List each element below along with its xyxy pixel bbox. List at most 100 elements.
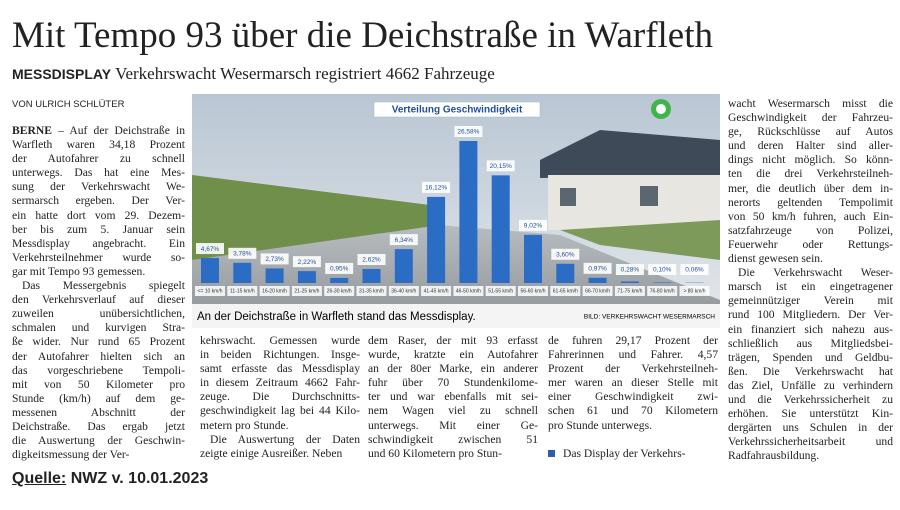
- category-label-box: [227, 286, 258, 296]
- category-label-box: [324, 286, 355, 296]
- window: [560, 188, 576, 206]
- value-label: 6,34%: [395, 237, 414, 244]
- window: [640, 186, 658, 206]
- bar: [459, 141, 478, 283]
- text-line: unterwegs. Mit einer Ge-: [368, 418, 538, 432]
- bar: [524, 234, 542, 283]
- chart-title: Verteilung Geschwindigkeit: [392, 105, 523, 116]
- text-line: fuhr über 70 Stundenkilome-: [368, 376, 538, 390]
- value-label: 0,10%: [653, 267, 672, 274]
- value-label: 2,62%: [362, 257, 381, 264]
- article-column: de fuhren 29,17 Prozent der Fahrerinnen u…: [548, 334, 718, 461]
- category-label-box: [582, 286, 613, 296]
- source-label: Quelle:: [12, 470, 67, 487]
- text-line: Deichstraße. Das ergab jetzt: [12, 419, 185, 433]
- roof: [540, 130, 720, 178]
- value-label-box: [292, 256, 321, 268]
- bar: [362, 269, 381, 283]
- text-line: zeuge. Die Durchschnitts-: [200, 390, 360, 404]
- text-line: wurde, kratzte ein Autofahrer: [368, 348, 538, 362]
- text-line: ein finanziert sich nahezu aus-: [728, 322, 893, 336]
- value-label: 2,22%: [298, 259, 317, 266]
- text-line: schmalen und kurvigen Stra-: [12, 321, 185, 335]
- text-line: der Autofahrer hielten sich an: [12, 349, 185, 363]
- subtitle: Verkehrswacht Wesermarsch registriert 46…: [115, 64, 495, 83]
- category-label-box: [550, 286, 581, 296]
- category-label-box: [453, 286, 484, 296]
- category-label-box: [614, 286, 645, 296]
- category-label-box: [259, 286, 290, 296]
- kicker: MESSDISPLAY: [12, 66, 112, 82]
- category-label-box: [679, 286, 710, 296]
- text-line: Geschwindigkeit der Fahrzeu-: [728, 111, 893, 125]
- text-line: schen 61 und 70 Kilometern: [548, 404, 718, 418]
- category-label: 61-65 km/h: [553, 288, 578, 294]
- bar: [265, 268, 284, 283]
- text-line: und die Verkehrssicherheit zu: [728, 392, 893, 406]
- article-column: dem Raser, der mit 93 erfasst wurde, krat…: [368, 334, 538, 461]
- text-line: de fuhren 29,17 Prozent der: [548, 334, 718, 347]
- text-line: Feuerwehr oder Rettungs-: [728, 237, 893, 251]
- text-line: sermarsch ergeben. Der Ver-: [12, 194, 185, 208]
- teaser-marker: [548, 449, 555, 457]
- value-label-box: [583, 262, 612, 274]
- text-line: ten die drei Verkehrsteilneh-: [728, 167, 893, 181]
- text-line: das vorgeschriebene Tempoli-: [12, 363, 185, 377]
- value-label: 26,58%: [457, 129, 479, 136]
- category-label-box: [195, 286, 225, 296]
- house: [548, 175, 720, 230]
- bar: [491, 175, 510, 283]
- bar: [297, 271, 316, 283]
- value-label: 0,28%: [621, 267, 640, 274]
- text-line: Die Verkehrswacht Weser-: [738, 266, 893, 280]
- headline: Mit Tempo 93 über die Deichstraße in War…: [12, 15, 714, 56]
- text-line: sung der Verkehrswacht We-: [12, 180, 185, 194]
- road: [192, 225, 720, 328]
- text-line: den Verkehrsverlauf auf dieser: [12, 293, 185, 307]
- text-line: in diesem Zeitraum 4662 Fahr-: [200, 376, 360, 390]
- category-label: 51-55 km/h: [488, 288, 513, 294]
- text-line: ßen. Die Verkehrswacht hat: [728, 364, 893, 378]
- bar: [233, 262, 252, 283]
- value-label-box: [551, 248, 580, 260]
- bar: [201, 258, 219, 283]
- logo-center: [656, 104, 666, 114]
- category-label-box: [485, 286, 516, 296]
- category-label: 21-25 km/h: [294, 288, 319, 294]
- text-line: metern pro Stunde.: [200, 418, 289, 432]
- category-label: <= 10 km/h: [197, 288, 222, 294]
- value-label: 0,97%: [588, 266, 607, 273]
- text-line: Fahrerinnen und Fahrer. 4,57: [548, 348, 718, 362]
- text-line: mer waren an dieser Stelle mit: [548, 376, 718, 390]
- value-label: 3,78%: [233, 251, 252, 258]
- text-line: nem Wagen viel zu schnell: [368, 404, 538, 418]
- text-line: gar mit Tempo 93 gemessen.: [12, 264, 146, 278]
- text-line: ein hatte dort vom 29. Dezem-: [12, 208, 185, 222]
- category-label: 26-30 km/h: [327, 288, 352, 294]
- caption: An der Deichstraße in Warfleth stand das…: [197, 311, 476, 323]
- text-line: von 50 km/h fuhren, auch Ein-: [728, 209, 893, 223]
- category-label: 76-80 km/h: [650, 288, 675, 294]
- photo: An der Deichstraße in Warfleth stand das…: [192, 94, 720, 328]
- text-line: die Auswertung der Geschwin-: [12, 434, 185, 448]
- text-line: mit von 50 Kilometer pro: [12, 377, 185, 391]
- text-line: unterwegs. Das hat eine Mes-: [12, 166, 185, 180]
- text-line: erhöhen. Sie unterstützt Kin-: [728, 407, 893, 421]
- text-line: zuweilen unübersichtlichen,: [12, 307, 185, 321]
- value-label-box: [519, 219, 547, 231]
- category-label: 16-20 km/h: [262, 288, 287, 294]
- text-line: satzfahrzeuge von Polizei,: [728, 223, 893, 237]
- category-label-box: [518, 286, 548, 296]
- text-line: dem Raser, der mit 93 erfasst: [368, 334, 538, 347]
- text-line: wacht Wesermarsch misst die: [728, 97, 893, 110]
- article-column: BERNE – Auf der Deichstraße in Warfleth w…: [12, 124, 185, 462]
- text-line: ße wider. Nur rund 65 Prozent: [12, 335, 185, 349]
- category-label: 71-75 km/h: [617, 288, 642, 294]
- text-line: Das Messergebnis spiegelt: [22, 279, 185, 293]
- teaser-text: Das Display der Verkehrs-: [563, 446, 686, 460]
- value-label: 3,60%: [556, 251, 575, 258]
- chart-title-box: [373, 101, 541, 118]
- value-label-box: [454, 126, 483, 137]
- text-line: Warfleth waren 34,18 Prozent: [12, 138, 185, 152]
